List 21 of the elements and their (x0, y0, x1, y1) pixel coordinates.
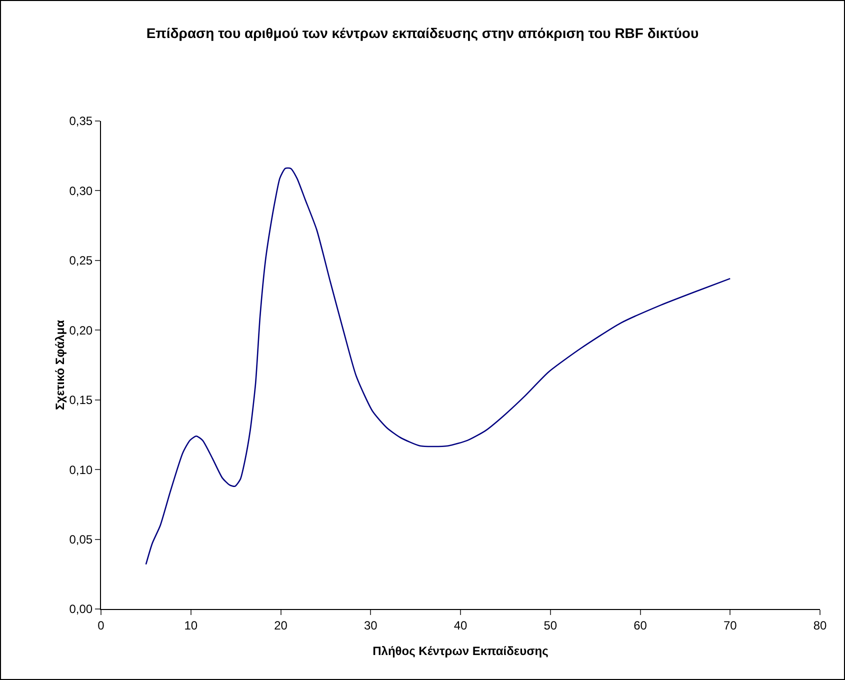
y-tick-label: 0,05 (69, 532, 93, 546)
x-tick-label: 50 (544, 618, 558, 632)
line-series (145, 168, 731, 566)
y-tick-label: 0,00 (69, 602, 93, 616)
y-tick-label: 0,25 (69, 254, 93, 268)
x-tick-label: 10 (184, 618, 198, 632)
x-axis-title: Πλήθος Κέντρων Εκπαίδευσης (372, 644, 548, 658)
y-tick-label: 0,20 (69, 323, 93, 338)
x-tick-label: 0 (98, 618, 105, 632)
x-tick-label: 30 (364, 618, 378, 632)
y-axis-title: Σχετικό Σφάλμα (53, 319, 68, 410)
y-tick-label: 0,30 (69, 184, 93, 198)
y-tick-label: 0,35 (69, 114, 93, 128)
x-tick-label: 70 (723, 618, 738, 632)
x-tick-label: 80 (813, 618, 827, 632)
y-tick-label: 0,10 (69, 462, 93, 477)
x-tick-label: 20 (274, 618, 288, 632)
x-tick-label: 40 (454, 618, 468, 632)
x-tick-label: 60 (634, 618, 648, 632)
y-tick-label: 0,15 (69, 393, 93, 408)
chart-title: Επίδραση του αριθμού των κέντρων εκπαίδευσης στην απόκριση του RBF δικτύου (146, 24, 699, 41)
